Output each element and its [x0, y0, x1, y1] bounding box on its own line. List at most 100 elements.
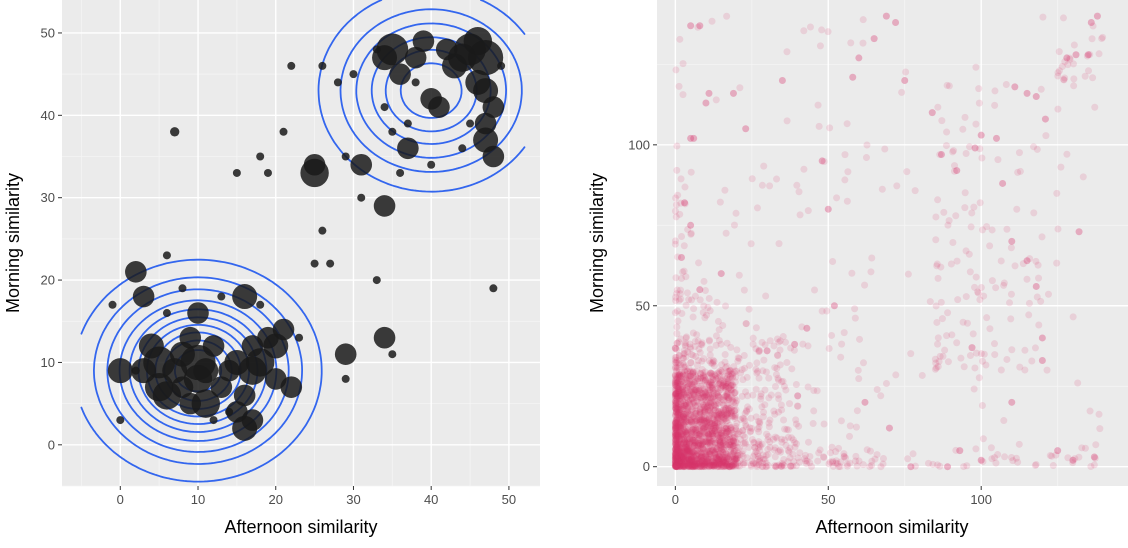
right-data-point	[675, 373, 683, 381]
right-data-point	[926, 298, 934, 306]
right-data-point	[837, 353, 845, 361]
right-data-point	[933, 318, 941, 326]
right-data-point	[680, 426, 688, 434]
right-data-point	[677, 451, 685, 459]
right-data-point	[745, 305, 753, 313]
right-data-point	[696, 439, 704, 447]
right-data-point	[697, 370, 705, 378]
right-data-point	[680, 376, 688, 384]
right-data-point	[699, 369, 707, 377]
right-data-point	[673, 416, 681, 424]
right-data-point	[672, 452, 680, 460]
right-data-point	[722, 393, 730, 401]
right-data-point	[1003, 355, 1011, 363]
right-data-point	[677, 459, 685, 467]
right-data-point	[729, 437, 737, 445]
right-data-point	[679, 435, 687, 443]
right-data-point	[792, 462, 800, 470]
right-data-point	[685, 444, 693, 452]
right-data-point	[685, 439, 693, 447]
right-data-point	[853, 407, 861, 415]
right-data-point	[678, 419, 686, 427]
left-data-point	[497, 61, 506, 70]
left-data-point	[341, 152, 350, 161]
right-data-point	[676, 455, 684, 463]
right-data-point	[697, 445, 705, 453]
right-data-point	[690, 381, 698, 389]
right-data-point	[722, 425, 730, 433]
right-data-point	[879, 455, 887, 463]
right-data-point	[682, 443, 690, 451]
right-data-point	[732, 447, 740, 455]
right-data-point	[683, 447, 691, 455]
right-data-point	[719, 453, 727, 461]
right-data-point	[675, 462, 683, 470]
right-data-point	[671, 418, 679, 426]
left-data-point	[279, 127, 288, 136]
right-data-point	[677, 447, 685, 455]
right-data-point	[1023, 257, 1031, 265]
right-data-point	[1042, 132, 1050, 140]
right-data-point	[692, 431, 700, 439]
right-data-point	[673, 434, 681, 442]
right-data-point	[686, 387, 694, 395]
right-data-point	[701, 461, 709, 469]
right-data-point	[680, 410, 688, 418]
right-data-point	[727, 441, 735, 449]
right-data-point	[715, 407, 723, 415]
right-data-point	[694, 449, 702, 457]
right-data-point	[673, 448, 681, 456]
right-data-point	[781, 425, 789, 433]
right-data-point	[677, 295, 685, 303]
right-data-point	[709, 424, 717, 432]
left-data-point	[357, 193, 366, 202]
right-data-point	[694, 393, 702, 401]
right-data-point	[682, 339, 690, 347]
right-data-point	[730, 389, 738, 397]
right-data-point	[730, 461, 738, 469]
right-data-point	[752, 448, 760, 456]
right-data-point	[728, 370, 736, 378]
right-data-point	[713, 411, 721, 419]
right-data-point	[672, 194, 680, 202]
right-data-point	[684, 382, 692, 390]
right-data-point	[692, 352, 700, 360]
right-data-point	[800, 27, 808, 35]
right-data-point	[672, 460, 680, 468]
right-data-point	[673, 407, 681, 415]
right-data-point	[685, 455, 693, 463]
right-data-point	[712, 96, 720, 104]
right-data-point	[679, 268, 687, 276]
right-data-point	[679, 431, 687, 439]
right-data-point	[764, 445, 772, 453]
right-data-point	[707, 430, 715, 438]
right-data-point	[700, 414, 708, 422]
right-data-point	[701, 392, 709, 400]
right-data-point	[676, 405, 684, 413]
right-data-point	[725, 462, 733, 470]
right-data-point	[786, 454, 794, 462]
right-data-point	[689, 436, 697, 444]
right-data-point	[709, 384, 717, 392]
right-data-point	[671, 371, 679, 379]
right-data-point	[675, 462, 683, 470]
right-data-point	[715, 393, 723, 401]
right-data-point	[705, 463, 713, 471]
left-data-point	[350, 153, 373, 176]
right-data-point	[712, 454, 720, 462]
right-data-point	[690, 456, 698, 464]
right-data-point	[673, 433, 681, 441]
right-data-point	[672, 424, 680, 432]
right-data-point	[686, 380, 694, 388]
right-data-point	[1000, 281, 1008, 289]
right-data-point	[680, 436, 688, 444]
right-data-point	[674, 387, 682, 395]
right-data-point	[721, 392, 729, 400]
right-data-point	[1008, 398, 1016, 406]
right-data-point	[695, 459, 703, 467]
right-data-point	[1071, 455, 1079, 463]
right-data-point	[756, 419, 764, 427]
right-data-point	[717, 366, 725, 374]
right-data-point	[671, 411, 679, 419]
